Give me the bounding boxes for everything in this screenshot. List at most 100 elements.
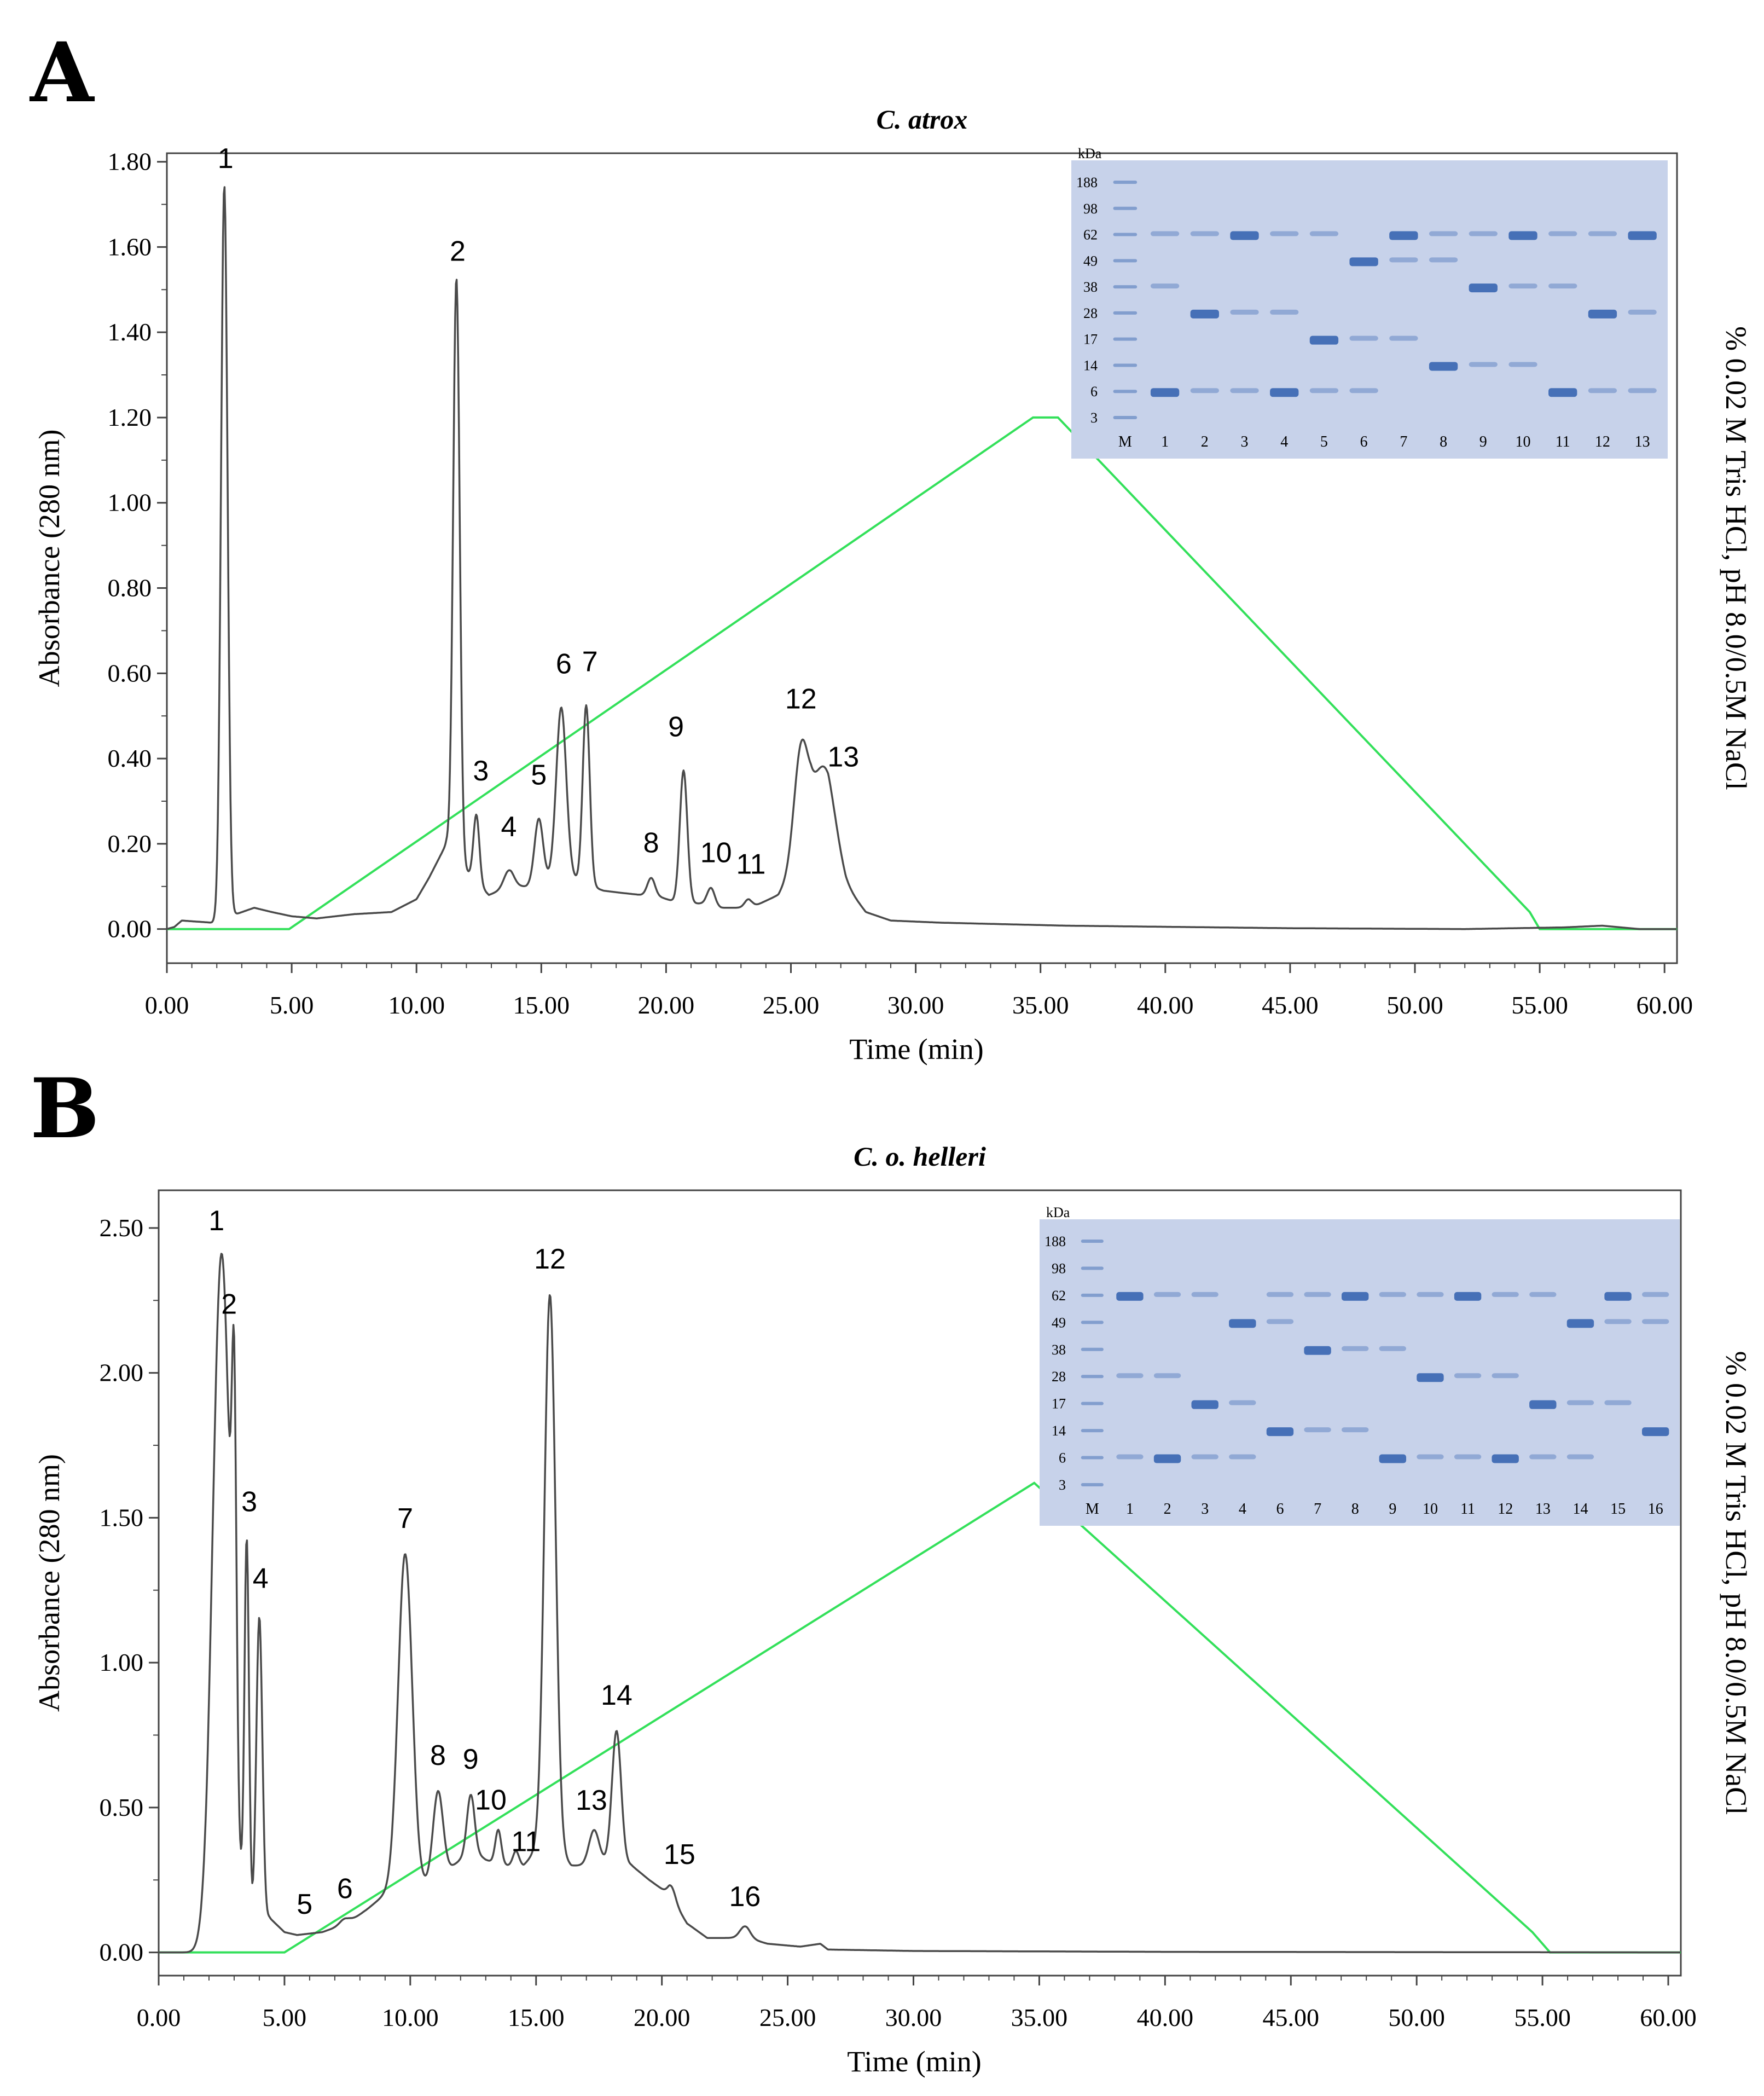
- pa-x-tick-label: 25.00: [763, 991, 820, 1019]
- pb-gel-sample-band: [1529, 1400, 1557, 1409]
- pa-peak-label: 8: [643, 827, 659, 859]
- pb-gel-sample-band: [1341, 1346, 1369, 1351]
- pb-gel-sample-band: [1529, 1292, 1557, 1297]
- chart-panel-a: C. atrox 0.00 0.20 0.40 0.60 0.80 1.00 1.20 1.40…: [33, 104, 1753, 1066]
- pa-gel-sample-band: [1548, 388, 1577, 397]
- pa-gel-sample-band: [1389, 257, 1418, 263]
- pa-gel-sample-band: [1150, 283, 1180, 289]
- pa-gel-lane-label: 12: [1595, 433, 1610, 450]
- pa-gel-sample-band: [1508, 283, 1537, 289]
- pa-peak-label: 3: [473, 755, 489, 787]
- pb-gel-lane-label: 15: [1610, 1501, 1626, 1518]
- pa-gradient-line: [167, 416, 1677, 930]
- pa-gel-lane-label: 13: [1635, 433, 1650, 450]
- pa-y-tick-label: 1.80: [108, 148, 152, 176]
- pa-x-tick-label: 45.00: [1262, 991, 1319, 1019]
- pb-gel-marker-label: 28: [1052, 1369, 1066, 1385]
- pa-x-axis-label: Time (min): [849, 1033, 984, 1066]
- panel-b-letter: B: [30, 1061, 100, 1157]
- pb-gel-sample-band: [1604, 1319, 1632, 1324]
- pb-peak-label: 11: [511, 1826, 541, 1857]
- pb-y2-axis-label: % 0.02 M Tris HCl, pH 8.0/0.5M NaCl: [1720, 1351, 1753, 1815]
- pa-gel-sample-band: [1150, 231, 1180, 236]
- pb-gel-sample-band: [1153, 1292, 1181, 1297]
- pb-gel-sample-band: [1566, 1454, 1594, 1460]
- pb-gel-marker-band: [1081, 1347, 1104, 1351]
- pa-gel-sample-band: [1389, 335, 1418, 341]
- pb-gel-lane-label: 14: [1572, 1501, 1588, 1518]
- pb-peak-label: 3: [241, 1486, 257, 1518]
- pa-peak-label: 5: [531, 760, 547, 791]
- pb-peak-label: 6: [337, 1873, 353, 1905]
- pb-peak-label: 15: [664, 1839, 695, 1871]
- pb-gel-marker-band: [1081, 1293, 1104, 1297]
- pa-gel-marker-band: [1113, 206, 1138, 210]
- pb-gel-sample-band: [1229, 1454, 1256, 1460]
- pa-gel-marker-band: [1113, 337, 1138, 341]
- pb-gel-marker-label: 14: [1052, 1423, 1066, 1439]
- pb-gel-marker-band: [1081, 1456, 1104, 1460]
- pb-gel-marker-label: 98: [1052, 1260, 1066, 1276]
- pa-chart-title: C. atrox: [877, 104, 968, 135]
- pa-gel-marker-label: 17: [1083, 332, 1098, 348]
- pa-gel-sample-band: [1349, 257, 1378, 267]
- pa-y-tick-label: 1.00: [108, 489, 152, 517]
- pa-x-tick-label: 35.00: [1012, 991, 1069, 1019]
- pb-gel-lane-label: 4: [1239, 1501, 1246, 1518]
- pb-peak-label: 7: [397, 1503, 413, 1535]
- pa-absorbance-trace: [166, 186, 1677, 930]
- pb-gel-lane-label: 1: [1126, 1501, 1134, 1518]
- pb-gel-sample-band: [1492, 1292, 1519, 1297]
- pa-gel-sample-band: [1469, 283, 1498, 293]
- pa-x-tick-label: 40.00: [1137, 991, 1194, 1019]
- pb-gel-sample-band: [1454, 1292, 1482, 1301]
- pb-peak-label: 13: [576, 1785, 607, 1816]
- pa-gel-sample-band: [1230, 231, 1259, 240]
- pa-gel-sample-band: [1548, 283, 1577, 289]
- pa-gel-marker-label: 98: [1083, 201, 1098, 217]
- pb-y-tick-label: 0.00: [100, 1938, 144, 1966]
- pa-gel-marker-label: 62: [1083, 227, 1098, 243]
- pb-y-tick-label: 0.50: [100, 1793, 144, 1821]
- pa-gel-marker-band: [1113, 311, 1138, 315]
- pb-x-tick-label: 5.00: [263, 2004, 307, 2031]
- pb-gel-sample-band: [1266, 1427, 1294, 1437]
- pa-gel-marker-label: 38: [1083, 279, 1098, 295]
- pa-gel-marker-band: [1113, 233, 1138, 236]
- pb-gel-lane-label: 3: [1201, 1501, 1209, 1518]
- pa-peak-label: 10: [700, 837, 732, 869]
- pa-gel-lane-label: 6: [1360, 433, 1368, 450]
- pb-gel-marker-label: 38: [1052, 1342, 1066, 1358]
- pb-gel-lane-label: 16: [1648, 1501, 1663, 1518]
- pa-gel-sample-band: [1230, 309, 1259, 315]
- pb-gel-sample-band: [1229, 1319, 1256, 1328]
- pa-gel-sample-band: [1628, 388, 1657, 393]
- pa-gel-sample-band: [1508, 362, 1537, 367]
- pb-gel-sample-band: [1566, 1319, 1594, 1328]
- pa-peak-label: 4: [501, 811, 517, 843]
- pa-gel-lane-label: 8: [1440, 433, 1447, 450]
- pa-gel-marker-label: 188: [1076, 175, 1098, 190]
- pb-gel-sample-band: [1191, 1292, 1218, 1297]
- pb-gel-lane-label: 8: [1351, 1501, 1359, 1518]
- pb-gel-marker-band: [1081, 1240, 1104, 1243]
- pb-y-tick-label: 2.00: [100, 1359, 144, 1387]
- pa-y-tick-label: 0.00: [108, 915, 152, 943]
- pb-x-tick-label: 50.00: [1388, 2004, 1445, 2031]
- pa-x-tick-label: 20.00: [638, 991, 695, 1019]
- pa-gel-lane-label: 5: [1320, 433, 1328, 450]
- pa-y-tick-label: 0.20: [108, 830, 152, 858]
- pb-absorbance-trace: [158, 1253, 1681, 1954]
- pb-peak-label: 5: [297, 1889, 312, 1920]
- pa-y-tick-label: 0.60: [108, 659, 152, 687]
- pb-x-tick-label: 40.00: [1137, 2004, 1194, 2031]
- pb-gel-sample-band: [1417, 1373, 1444, 1382]
- pb-gel-marker-label: 17: [1052, 1396, 1066, 1412]
- pa-y-tick-label: 0.40: [108, 744, 152, 772]
- pa-y-tick-label: 1.40: [108, 318, 152, 346]
- pa-gel-sample-band: [1469, 231, 1498, 236]
- pb-gel-lane-label: 9: [1389, 1501, 1396, 1518]
- pb-gel-sample-band: [1341, 1427, 1369, 1433]
- pb-gel-marker-band: [1081, 1402, 1104, 1405]
